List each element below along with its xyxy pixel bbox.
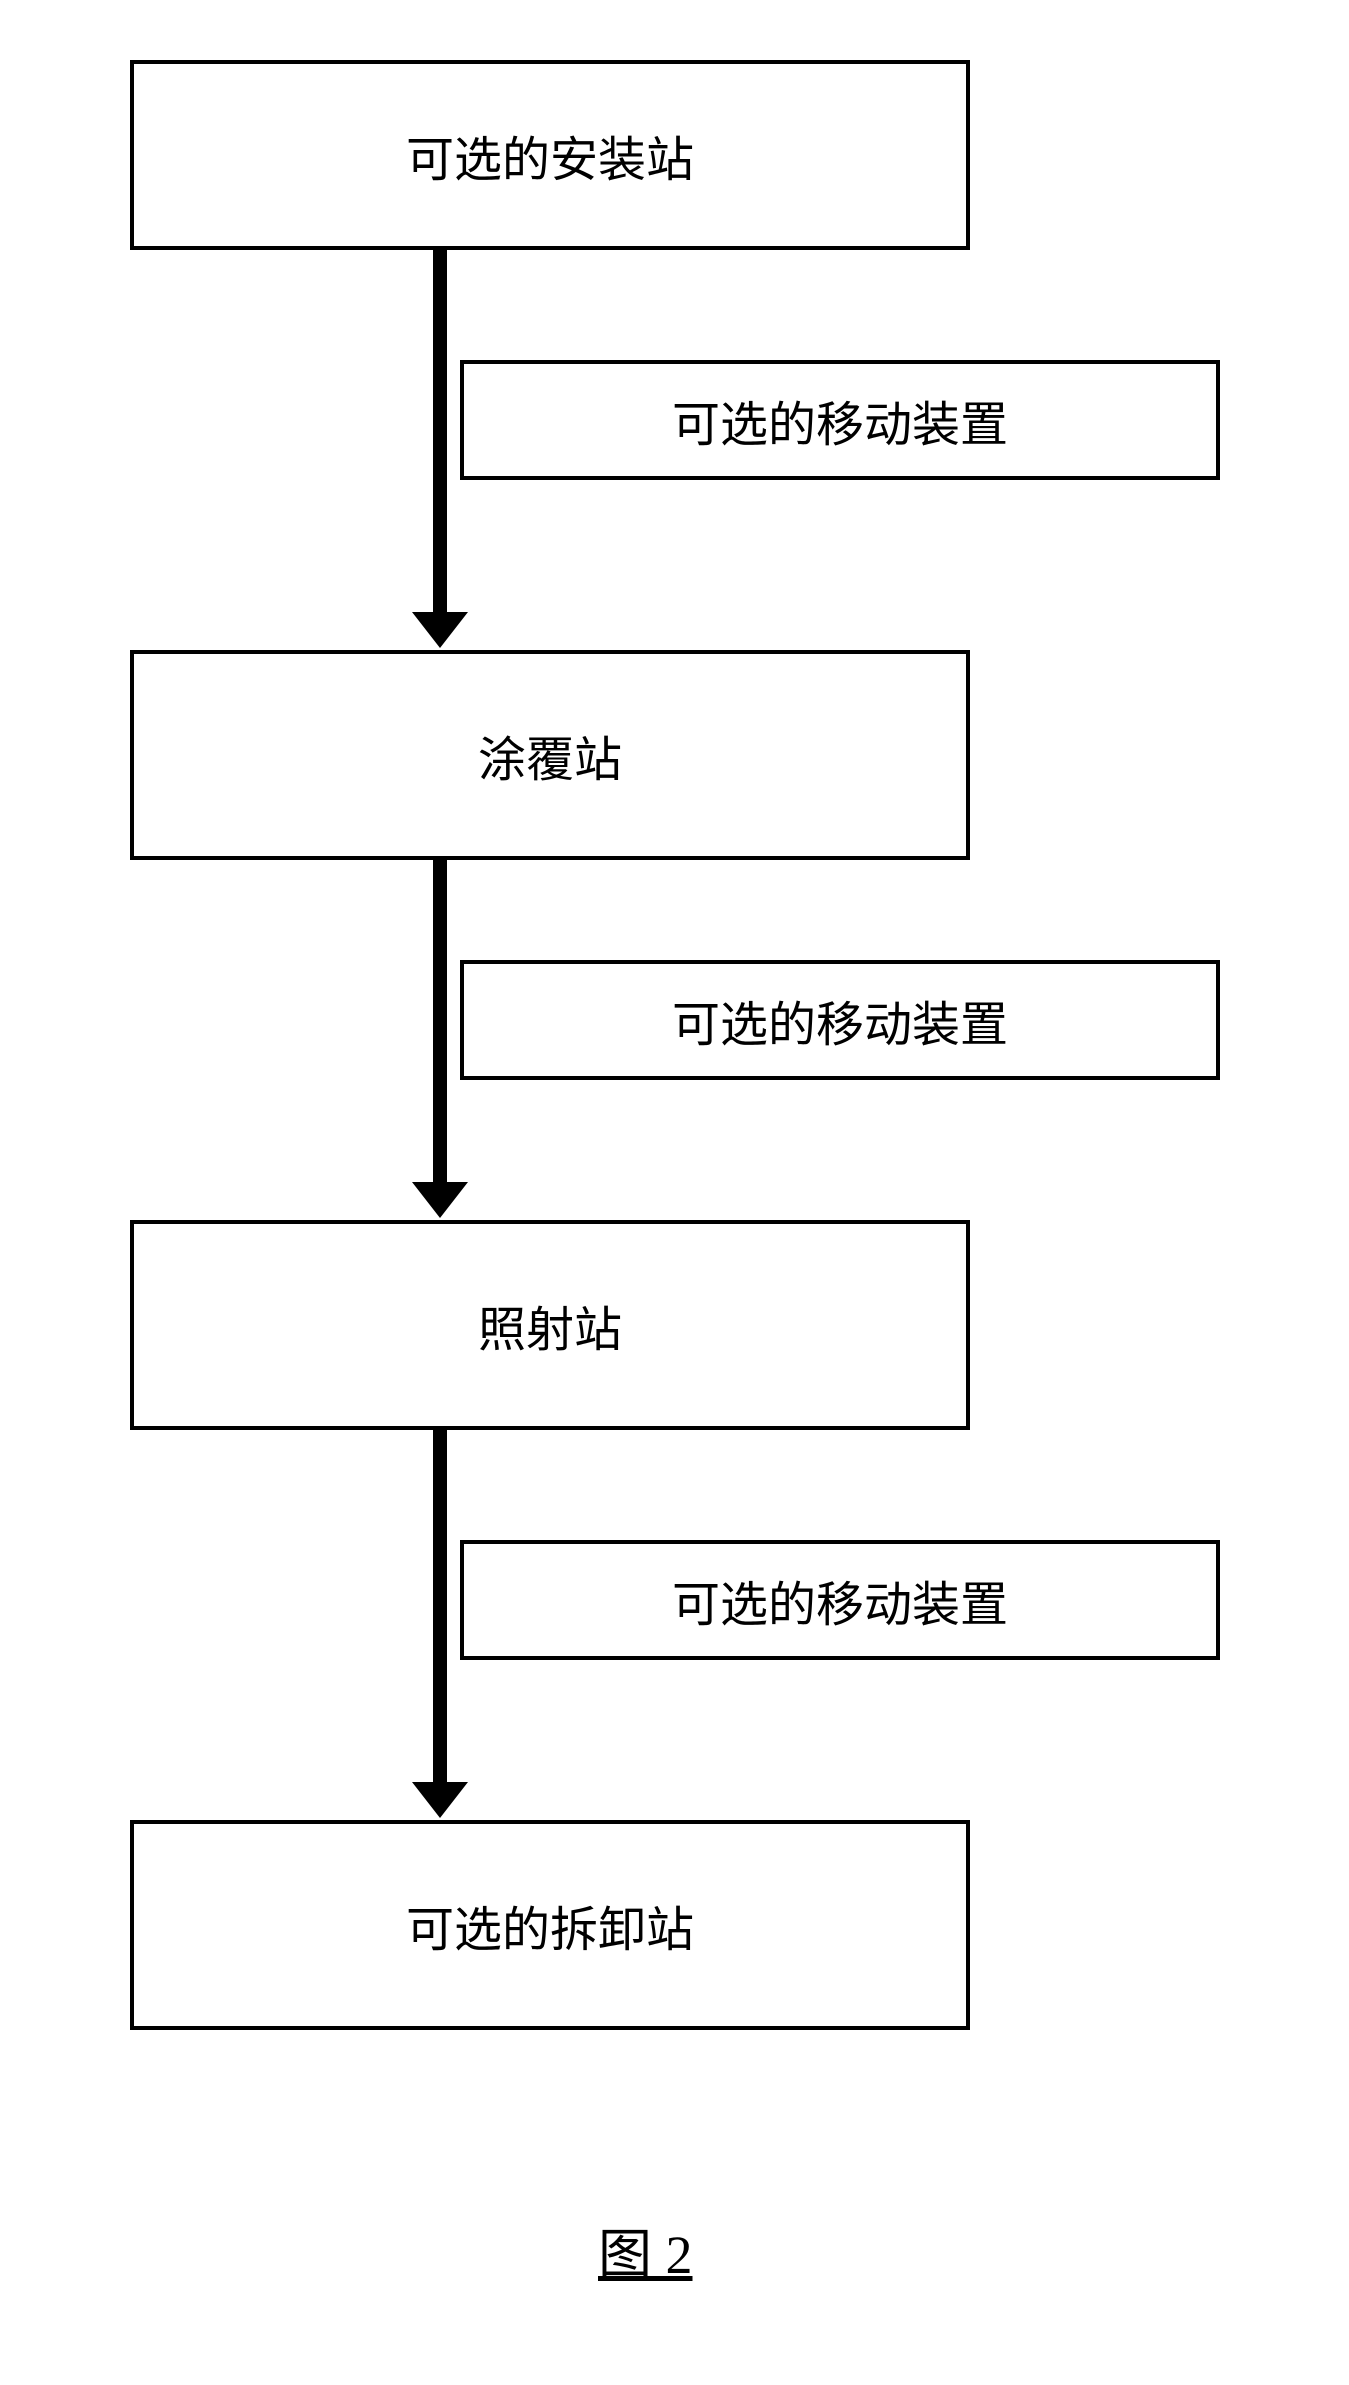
mobile-device-box-1: 可选的移动装置 <box>460 360 1220 480</box>
mounting-station-box: 可选的安装站 <box>130 60 970 250</box>
figure-label: 图 2 <box>598 2210 693 2289</box>
arrow-2 <box>433 860 447 1190</box>
mobile-device-box-2: 可选的移动装置 <box>460 960 1220 1080</box>
coating-station-label: 涂覆站 <box>478 720 622 790</box>
dismounting-station-box: 可选的拆卸站 <box>130 1820 970 2030</box>
mobile-device-box-3: 可选的移动装置 <box>460 1540 1220 1660</box>
mounting-station-label: 可选的安装站 <box>406 120 694 190</box>
irradiation-station-label: 照射站 <box>478 1290 622 1360</box>
arrow-1 <box>433 250 447 620</box>
irradiation-station-box: 照射站 <box>130 1220 970 1430</box>
mobile-device-label-3: 可选的移动装置 <box>672 1565 1008 1635</box>
figure-label-text: 图 2 <box>598 2225 693 2285</box>
coating-station-box: 涂覆站 <box>130 650 970 860</box>
mobile-device-label-2: 可选的移动装置 <box>672 985 1008 1055</box>
dismounting-station-label: 可选的拆卸站 <box>406 1890 694 1960</box>
arrow-3 <box>433 1430 447 1790</box>
mobile-device-label-1: 可选的移动装置 <box>672 385 1008 455</box>
